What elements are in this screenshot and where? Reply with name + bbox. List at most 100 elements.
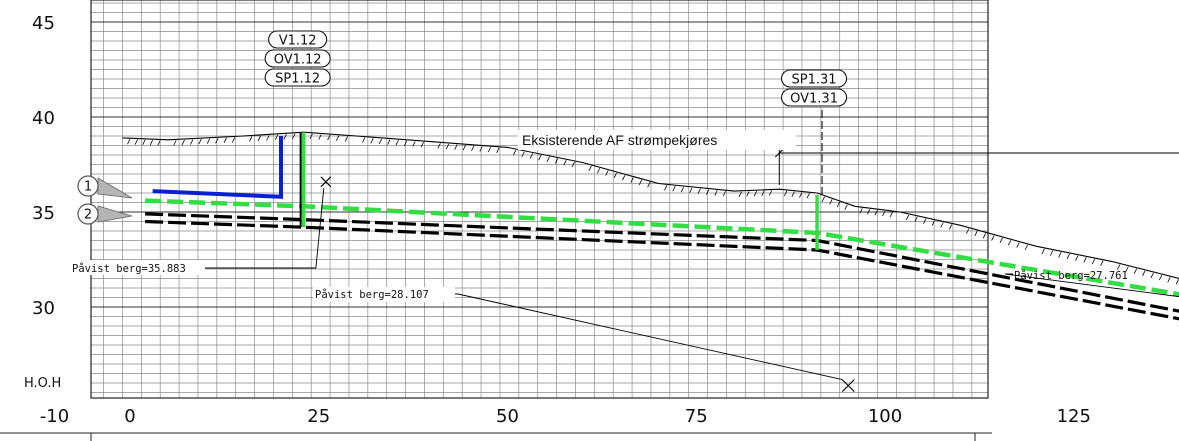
terrain-hatch <box>521 151 525 157</box>
terrain-hatch <box>889 211 893 218</box>
terrain-hatch <box>181 139 185 146</box>
terrain-hatch <box>753 190 758 197</box>
terrain-hatch <box>318 134 322 140</box>
terrain-hatch <box>445 143 450 150</box>
terrain-hatch <box>982 233 987 239</box>
terrain-hatch <box>791 191 795 197</box>
plot-frame <box>90 0 989 399</box>
terrain-hatch <box>1058 252 1062 258</box>
terrain-hatch <box>378 138 383 145</box>
terrain-hatch <box>923 218 927 224</box>
terrain-hatch <box>529 153 534 159</box>
terrain-hatch <box>292 133 296 139</box>
well-tag-bubble <box>264 49 331 68</box>
terrain-hatch <box>157 140 161 146</box>
terrain-hatch <box>1007 240 1012 246</box>
terrain-hatch <box>605 170 609 176</box>
series-layer <box>122 131 1179 321</box>
terrain-hatch <box>1075 255 1079 261</box>
bedrock-leader <box>205 187 325 269</box>
bedrock-note-label: Påvist berg=27.761 <box>1014 269 1128 282</box>
terrain-hatch <box>1167 276 1171 283</box>
terrain-hatch <box>173 140 177 146</box>
bedrock-note-label: Påvist berg=28.107 <box>315 288 429 301</box>
x-tick-label: 0 <box>124 406 135 427</box>
terrain-hatch <box>1041 248 1045 255</box>
terrain-line <box>122 131 1179 279</box>
terrain-hatch <box>546 156 550 163</box>
well-tag-label: SP1.31 <box>792 73 837 88</box>
terrain-hatch <box>1117 264 1121 270</box>
well-tag-bubble <box>780 88 848 107</box>
pipe-marker-arrow <box>97 177 133 199</box>
terrain-hatch <box>714 190 718 196</box>
terrain-hatch <box>412 141 416 147</box>
terrain-hatch <box>829 199 833 205</box>
terrain-hatch <box>821 196 825 202</box>
terrain-hatch <box>437 143 441 149</box>
x-tick-label: -10 <box>40 406 69 427</box>
terrain-hatch <box>940 222 944 228</box>
terrain-hatch <box>1175 279 1179 285</box>
terrain-hatch <box>198 138 202 145</box>
x-tick-label: 100 <box>868 406 902 427</box>
annotations-layer: Eksisterende AF strømpekjøres 1 2 Påvist be… <box>70 130 1179 392</box>
terrain-hatch <box>387 139 391 145</box>
green-pipe-line <box>145 198 1179 297</box>
terrain-hatch <box>613 172 617 179</box>
terrain-hatch <box>697 188 701 194</box>
terrain-hatch <box>836 201 841 208</box>
y-tick-label: 35 <box>32 203 55 224</box>
axis-labels: -10025507510012515017520022545403530H.O.… <box>24 13 1091 427</box>
y-tick-label: 30 <box>32 298 55 319</box>
terrain-hatch <box>630 177 634 183</box>
terrain-hatch <box>859 208 863 214</box>
well-tag-bubble <box>264 68 331 87</box>
terrain-hatch <box>905 214 910 221</box>
terrain-hatch <box>538 154 542 161</box>
bedrock-note-bg <box>313 287 455 302</box>
terrain-hatch <box>149 139 154 146</box>
terrain-hatch <box>647 181 651 188</box>
pipe-marker-circle <box>77 203 99 225</box>
terrain-hatch <box>622 175 626 181</box>
black-pipe-lower-line <box>145 219 1179 321</box>
terrain-hatch <box>1024 244 1028 251</box>
terrain-hatch <box>931 220 935 226</box>
wells-layer: V1.12OV1.12SP1.12SP1.31OV1.31OV1.30OV1.4… <box>264 30 848 250</box>
terrain-hatch <box>454 144 458 150</box>
terrain-hatch <box>487 146 492 153</box>
terrain-hatch <box>874 209 878 216</box>
well-tag-label: V1.12 <box>279 34 317 49</box>
terrain-hatch <box>344 136 349 142</box>
terrain-hatch <box>462 145 466 151</box>
terrain-hatch <box>672 186 676 192</box>
terrain-hatch <box>799 192 803 198</box>
terrain-hatch <box>680 186 685 193</box>
well-tag-bubble <box>268 30 328 49</box>
section-note-label: Eksisterende AF strømpekjøres <box>522 132 717 148</box>
terrain-hatch <box>1066 253 1070 260</box>
terrain-hatch <box>274 134 279 141</box>
y-tick-label: 45 <box>32 13 55 34</box>
terrain-hatch <box>914 216 918 222</box>
terrain-hatch <box>705 189 710 195</box>
terrain-hatch <box>142 139 146 146</box>
terrain-hatch <box>420 141 424 148</box>
terrain-hatch <box>362 137 366 143</box>
terrain-hatch <box>336 135 340 141</box>
terrain-hatch <box>638 179 643 186</box>
terrain-hatch <box>206 138 211 144</box>
section-dimension-slash <box>774 148 784 158</box>
blue-lateral-line <box>152 136 283 199</box>
terrain-hatch <box>513 149 517 156</box>
x-tick-label: 75 <box>685 406 708 427</box>
terrain-hatch <box>257 135 261 142</box>
terrain-hatch <box>496 147 500 153</box>
well-tag-label: SP1.12 <box>275 72 320 87</box>
terrain-hatch <box>309 133 313 140</box>
pipe-marker-number: 2 <box>84 208 92 223</box>
terrain-hatch <box>738 191 742 197</box>
terrain-hatch <box>768 190 773 196</box>
